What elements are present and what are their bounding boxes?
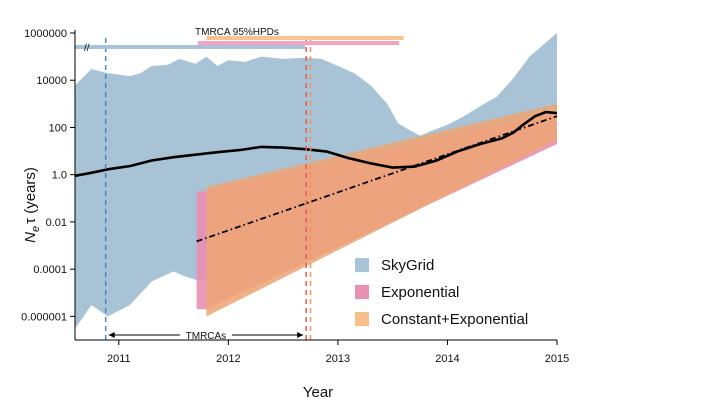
tmrca-arrow-head-left — [108, 332, 115, 338]
lines-layer — [74, 110, 558, 243]
tmrca-label: TMRCAs — [186, 331, 227, 342]
legend: SkyGrid Exponential Constant+Exponential — [355, 257, 528, 328]
axis-break-mark: // — [84, 43, 90, 54]
y-tick-label-2: 100 — [49, 122, 67, 134]
y-tick-label-0: 1000000 — [24, 28, 67, 40]
legend-label-2: Constant+Exponential — [381, 311, 528, 328]
tmrca-label-bg — [179, 329, 232, 341]
y-tick-label-3: 1.0 — [52, 170, 67, 182]
annotations-layer: // TMRCAs — [75, 36, 404, 342]
constant-exponential-band — [206, 103, 557, 317]
y-tick-label-1: 10000 — [36, 75, 67, 87]
y-axis-title-main: N — [22, 232, 39, 243]
x-tick-label-4: 2015 — [545, 353, 569, 365]
legend-label-0: SkyGrid — [381, 257, 434, 274]
x-tick-label-2: 2013 — [326, 353, 350, 365]
legend-label-1: Exponential — [381, 284, 459, 301]
bands-layer — [75, 33, 557, 329]
x-tick-label-1: 2012 — [216, 353, 240, 365]
y-axis-title: Ne τ (years) — [22, 167, 42, 243]
legend-swatch-1 — [355, 285, 369, 299]
hpd-title: TMRCA 95%HPDs — [195, 27, 279, 38]
y-axis-title-sub: e — [30, 226, 42, 232]
x-axis-title: Year — [303, 384, 333, 401]
y-axis-title-rest: τ (years) — [22, 167, 39, 224]
y-tick-label-6: 0.000001 — [21, 311, 67, 323]
legend-swatch-2 — [355, 312, 369, 326]
y-tick-label-4: 0.01 — [46, 217, 67, 229]
exponential-median-line — [196, 115, 558, 243]
constant-exponential-overlap — [206, 103, 557, 317]
tmrca-arrow-head-right — [297, 332, 304, 338]
hpd-bar-2 — [206, 36, 404, 40]
x-tick-label-3: 2014 — [435, 353, 459, 365]
hpd-bar-0 — [75, 45, 306, 49]
axes-layer: 1000000 10000 100 1.0 0.01 0.0001 0.000001 2011… — [21, 28, 569, 365]
y-tick-label-5: 0.0001 — [33, 264, 67, 276]
x-tick-label-0: 2011 — [107, 353, 131, 365]
hpd-bar-1 — [197, 41, 400, 45]
legend-swatch-0 — [355, 258, 369, 272]
skygrid-median-line — [74, 110, 558, 178]
